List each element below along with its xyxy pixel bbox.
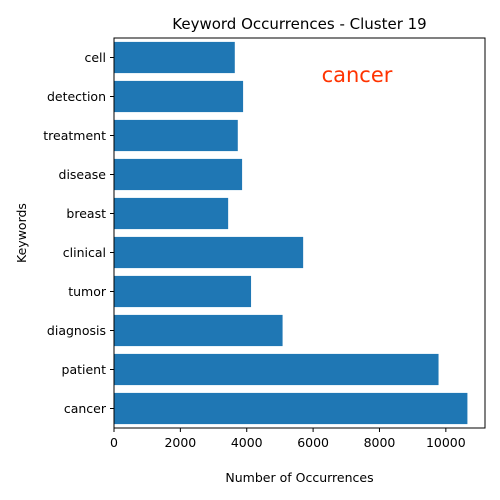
y-ticks-group: cancer patient diagnosis tumor clinical breas… bbox=[43, 50, 114, 416]
x-tick-label: 4000 bbox=[231, 435, 263, 450]
y-tick-label-tumor: tumor bbox=[68, 284, 107, 299]
y-tick-label-patient: patient bbox=[62, 362, 107, 377]
x-ticks-group: 0 2000 4000 6000 8000 10000 bbox=[110, 428, 466, 450]
y-tick-label-diagnosis: diagnosis bbox=[47, 323, 106, 338]
y-tick-label-disease: disease bbox=[59, 167, 107, 182]
chart-title: Keyword Occurrences - Cluster 19 bbox=[172, 15, 426, 33]
y-tick-label-detection: detection bbox=[47, 89, 106, 104]
y-tick-label-cancer: cancer bbox=[64, 401, 107, 416]
bar-cell bbox=[114, 41, 235, 74]
y-tick-label-breast: breast bbox=[66, 206, 106, 221]
axes-frame bbox=[113, 37, 486, 429]
y-tick-label-cell: cell bbox=[84, 50, 106, 65]
bar-breast bbox=[114, 197, 229, 230]
bar-patient bbox=[114, 353, 439, 386]
x-tick-label: 8000 bbox=[364, 435, 396, 450]
x-axis-label: Number of Occurrences bbox=[225, 470, 373, 485]
bars-group bbox=[114, 41, 468, 425]
bar-cancer bbox=[114, 392, 468, 425]
bar-disease bbox=[114, 158, 243, 191]
bar-tumor bbox=[114, 275, 252, 308]
y-tick-label-clinical: clinical bbox=[63, 245, 106, 260]
bar-diagnosis bbox=[114, 314, 283, 347]
bar-clinical bbox=[114, 236, 304, 269]
x-tick-label: 6000 bbox=[297, 435, 329, 450]
x-tick-label: 2000 bbox=[164, 435, 196, 450]
x-tick-label: 0 bbox=[110, 435, 118, 450]
y-axis-label: Keywords bbox=[14, 203, 29, 263]
bar-treatment bbox=[114, 119, 238, 152]
chart-annotation: cancer bbox=[322, 63, 393, 87]
x-tick-label: 10000 bbox=[426, 435, 466, 450]
bar-detection bbox=[114, 80, 244, 113]
y-tick-label-treatment: treatment bbox=[43, 128, 106, 143]
